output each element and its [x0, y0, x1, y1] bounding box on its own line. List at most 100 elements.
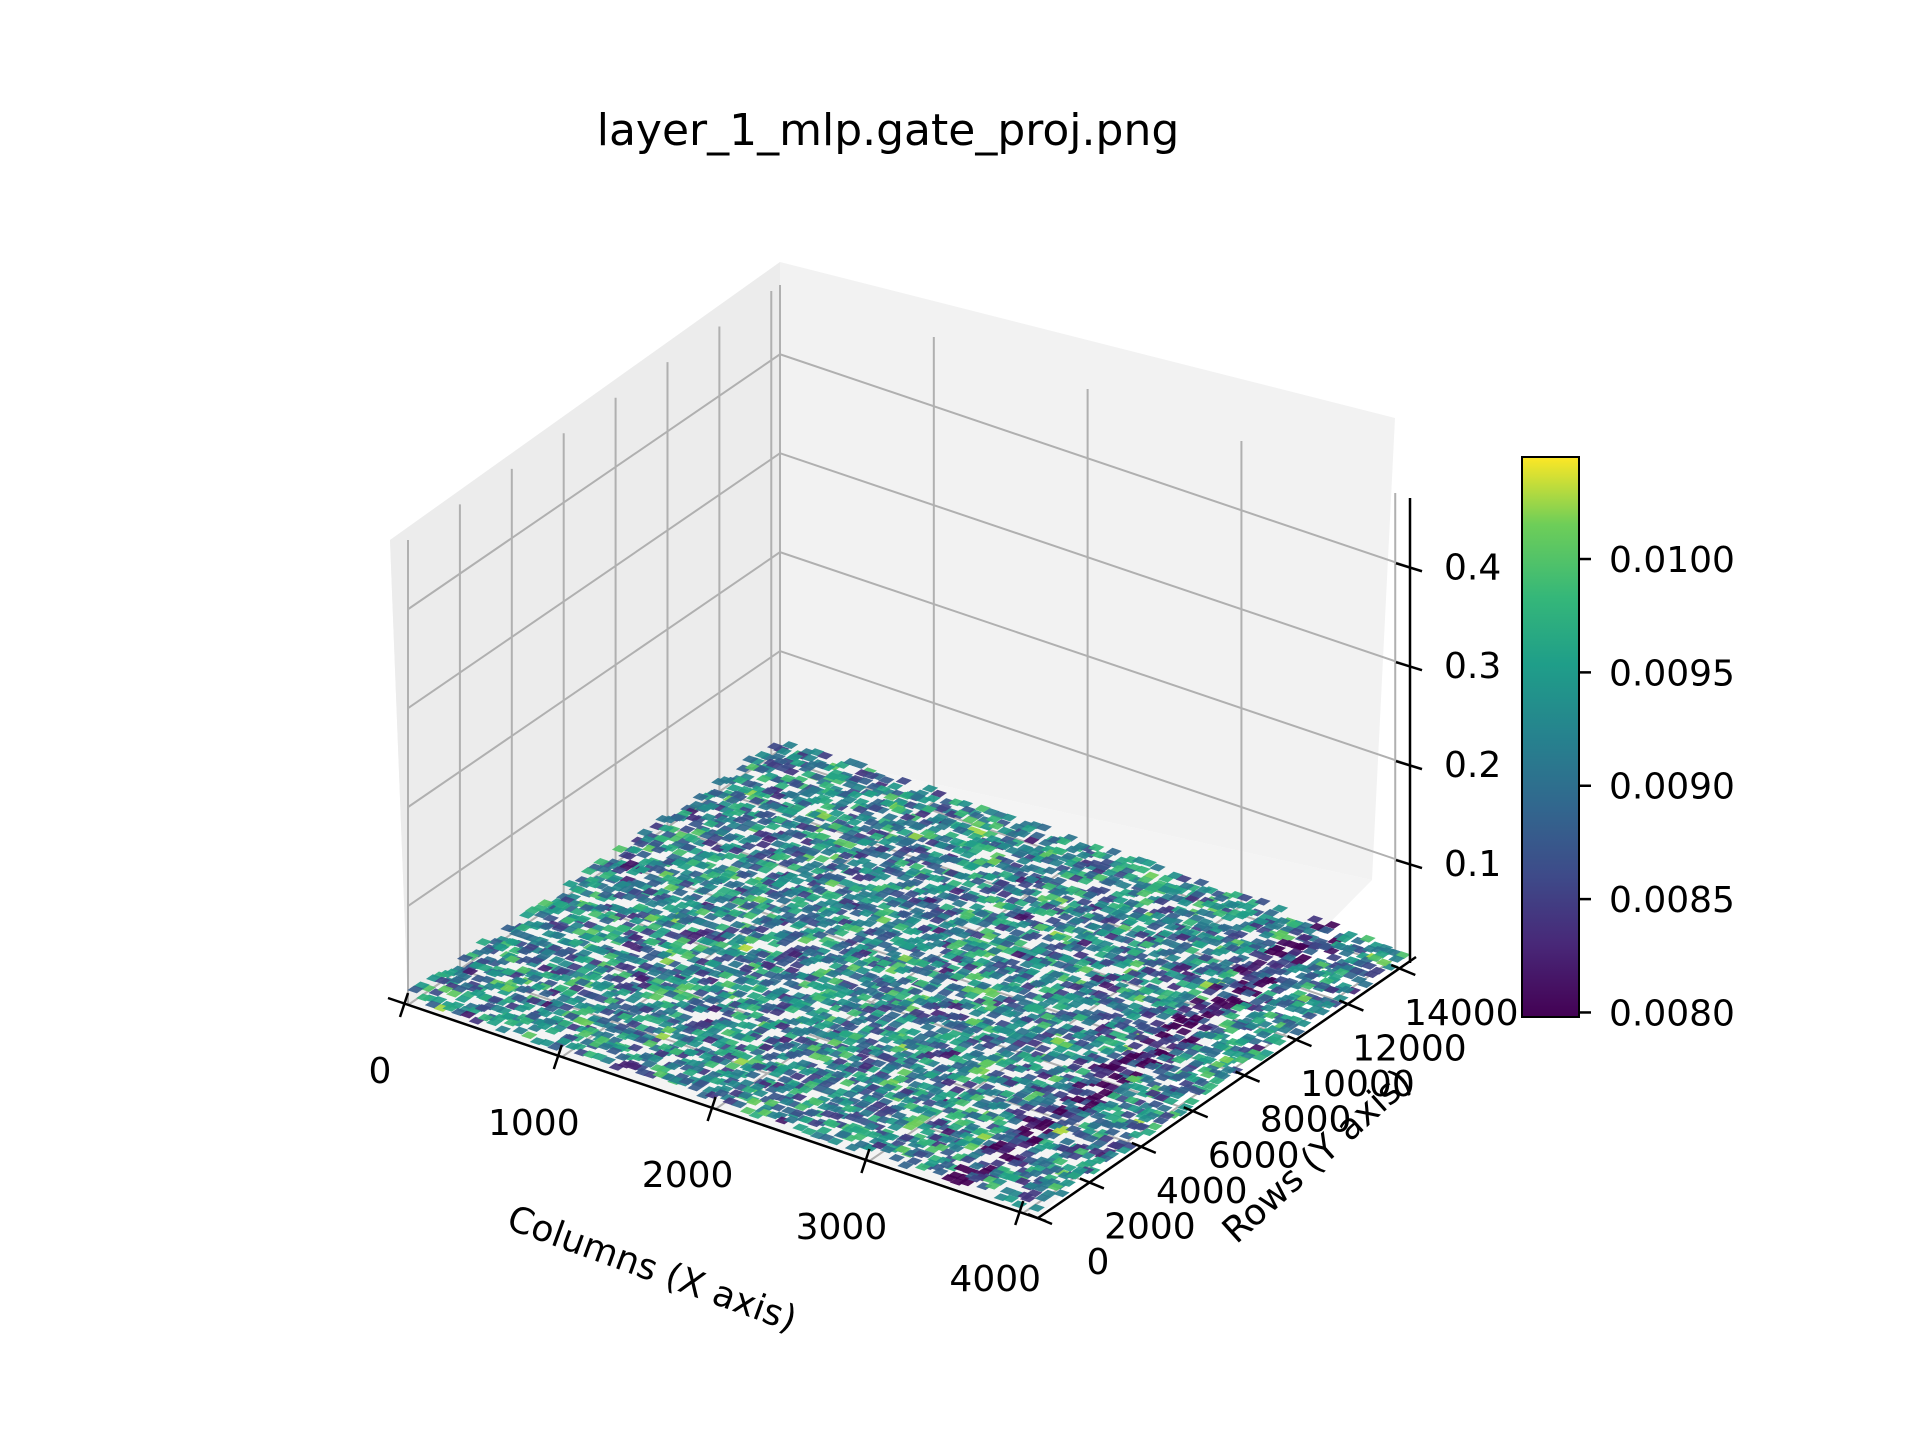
surface-cell — [724, 796, 742, 805]
surface-cell — [462, 967, 479, 976]
surface-cell — [1023, 836, 1040, 845]
surface-cell — [801, 754, 819, 763]
surface-cell — [694, 907, 711, 916]
surface-cell — [792, 1123, 809, 1132]
surface-cell — [1043, 997, 1060, 1006]
surface-cell — [1010, 950, 1027, 959]
surface-cell — [730, 897, 748, 906]
surface-cell — [752, 985, 769, 993]
surface-cell — [697, 803, 714, 812]
surface-cell — [1021, 1115, 1038, 1124]
surface-cell — [905, 1028, 922, 1036]
surface-cell — [778, 1097, 795, 1106]
surface-cell — [908, 1008, 925, 1017]
surface-cell — [909, 792, 926, 801]
surface-cell — [1020, 933, 1037, 942]
surface-cell — [1031, 946, 1048, 955]
surface-cell — [802, 948, 819, 957]
surface-cell — [831, 1016, 848, 1025]
surface-cell — [726, 784, 743, 792]
surface-cell — [1153, 897, 1170, 906]
surface-cell — [816, 1126, 833, 1135]
surface-cell — [621, 940, 638, 949]
surface-cell — [569, 907, 587, 916]
surface-cell — [1099, 905, 1117, 914]
z-tick — [1395, 759, 1423, 771]
surface-cell — [1228, 981, 1246, 990]
surface-cell — [1224, 944, 1242, 953]
surface-cell — [746, 1097, 763, 1106]
surface-cell — [1209, 948, 1227, 957]
surface-cell — [788, 780, 805, 789]
surface-cell — [841, 1037, 858, 1046]
surface-cell — [634, 865, 651, 874]
surface-cell — [1038, 876, 1055, 884]
surface-cell — [475, 938, 492, 946]
surface-cell — [1137, 1114, 1154, 1123]
surface-cell — [1239, 945, 1257, 954]
surface-cell — [823, 789, 840, 798]
surface-cell — [1089, 974, 1106, 983]
surface-cell — [1048, 858, 1065, 867]
surface-cell — [1027, 1063, 1044, 1072]
surface-cell — [820, 892, 837, 901]
surface-cell — [1307, 964, 1324, 972]
surface-cell — [687, 1083, 704, 1092]
surface-cell — [1039, 1054, 1057, 1063]
surface-cell — [986, 857, 1003, 866]
surface-cell — [719, 843, 736, 852]
surface-cell — [1274, 917, 1291, 926]
surface-cell — [424, 1000, 442, 1009]
surface-cell — [955, 1075, 972, 1084]
surface-cell — [1388, 954, 1405, 963]
surface-cell — [675, 983, 692, 992]
z-tick-label: 0.4 — [1444, 547, 1501, 588]
surface-cell — [928, 874, 946, 883]
surface-cell — [1240, 989, 1257, 998]
surface-cell — [407, 985, 424, 994]
surface-cell — [701, 1036, 719, 1044]
surface-cell — [829, 943, 846, 952]
surface-cell — [647, 908, 664, 917]
surface-cell — [852, 805, 869, 814]
surface-cell — [1029, 831, 1046, 840]
surface-cell — [930, 789, 947, 798]
surface-cell — [1113, 1021, 1130, 1030]
surface-cell — [820, 940, 838, 948]
surface-cell — [873, 845, 891, 854]
surface-cell — [886, 782, 904, 791]
surface-cell — [1139, 1075, 1157, 1084]
surface-cell — [755, 774, 773, 783]
surface-cell — [452, 985, 469, 993]
surface-cell — [973, 1127, 990, 1136]
surface-cell — [1152, 1067, 1169, 1076]
surface-cell — [1014, 829, 1031, 838]
surface-cell — [1220, 976, 1237, 985]
surface-cell — [1244, 1022, 1261, 1030]
surface-cell — [938, 903, 956, 912]
surface-cell — [698, 937, 715, 946]
surface-cell — [984, 990, 1001, 998]
surface-cell — [1006, 1117, 1024, 1125]
surface-cell — [831, 1057, 849, 1066]
surface-cell — [670, 813, 687, 822]
surface-cell — [717, 971, 734, 980]
surface-cell — [848, 972, 865, 981]
surface-cell — [594, 947, 611, 956]
surface-cell — [459, 1010, 477, 1019]
surface-cell — [1036, 1159, 1054, 1168]
surface-cell — [590, 1003, 608, 1012]
surface-cell — [769, 853, 786, 862]
surface-cell — [1197, 953, 1214, 962]
surface-cell — [754, 750, 771, 759]
surface-cell — [1153, 1093, 1170, 1102]
surface-cell — [558, 1003, 575, 1012]
surface-cell — [963, 1142, 980, 1151]
surface-cell — [820, 1087, 838, 1096]
surface-cell — [706, 1004, 723, 1013]
surface-cell — [671, 993, 688, 1002]
surface-cell — [1068, 916, 1086, 925]
surface-cell — [1240, 924, 1258, 933]
surface-cell — [572, 1016, 589, 1025]
surface-cell — [996, 890, 1013, 899]
